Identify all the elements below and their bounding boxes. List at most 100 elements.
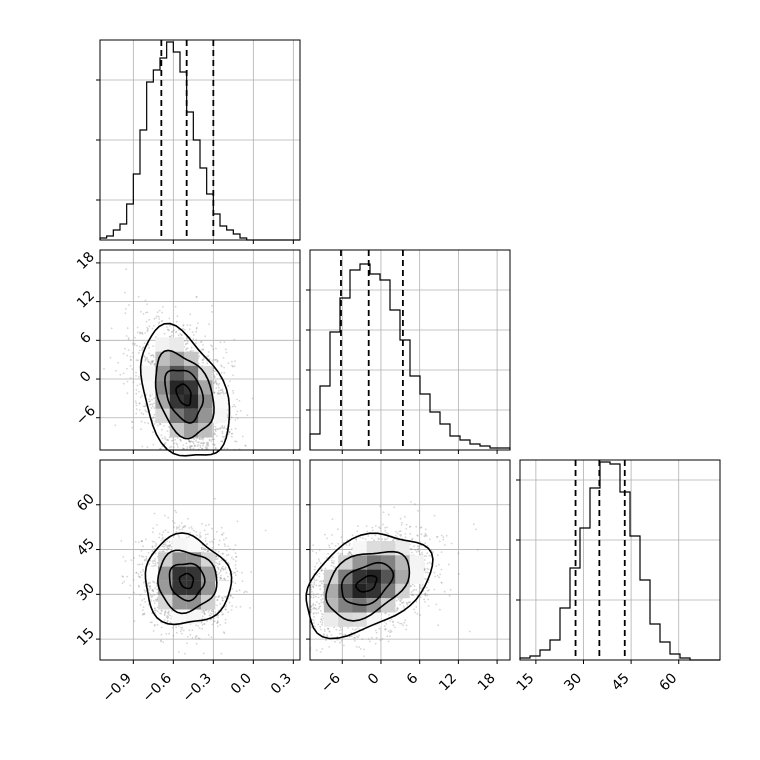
scatter-point (123, 580, 126, 583)
scatter-point (186, 347, 189, 350)
scatter-point (405, 523, 408, 526)
scatter-point (142, 313, 145, 315)
scatter-point (402, 624, 405, 627)
scatter-point (153, 363, 155, 365)
scatter-point (136, 331, 139, 334)
scatter-point (443, 590, 446, 593)
scatter-point (178, 536, 181, 539)
scatter-point (222, 552, 225, 555)
scatter-point (166, 616, 168, 618)
scatter-point (173, 522, 176, 524)
scatter-point (383, 625, 386, 627)
scatter-point (158, 536, 161, 539)
scatter-point (241, 435, 244, 438)
scatter-point (151, 398, 153, 401)
scatter-point (222, 567, 225, 570)
scatter-point (146, 356, 148, 359)
scatter-point (202, 438, 204, 441)
scatter-point (189, 444, 192, 447)
scatter-point (220, 440, 223, 443)
scatter-point (144, 409, 147, 411)
scatter-point (138, 563, 141, 566)
scatter-point (230, 435, 233, 438)
scatter-point (207, 441, 209, 444)
scatter-point (135, 408, 138, 410)
scatter-point (188, 629, 191, 632)
histogram-step-p3 (519, 461, 720, 661)
scatter-point (154, 562, 157, 565)
scatter-point (179, 626, 182, 629)
scatter-point (173, 442, 176, 445)
scatter-point (152, 354, 155, 357)
scatter-point (131, 368, 134, 370)
scatter-point (212, 438, 214, 441)
scatter-point (143, 598, 146, 600)
scatter-point (222, 357, 225, 359)
scatter-point (192, 334, 195, 336)
scatter-point (223, 392, 225, 395)
scatter-point (230, 416, 233, 419)
scatter-point (142, 413, 145, 416)
scatter-point (170, 545, 173, 548)
scatter-point (230, 595, 232, 598)
scatter-point (195, 330, 198, 333)
scatter-point (219, 577, 222, 580)
scatter-point (157, 322, 160, 325)
scatter-point (426, 571, 429, 574)
scatter-point (148, 318, 151, 321)
density-cell (155, 408, 170, 424)
scatter-point (146, 326, 148, 329)
scatter-point (179, 438, 182, 441)
scatter-point (195, 439, 197, 442)
scatter-point (177, 535, 180, 537)
scatter-point (411, 537, 414, 540)
scatter-point (142, 405, 145, 408)
scatter-point (222, 569, 225, 571)
scatter-point (167, 547, 170, 550)
scatter-point (141, 349, 144, 352)
scatter-point (163, 545, 165, 548)
scatter-point (166, 438, 168, 441)
scatter-point (196, 534, 198, 537)
scatter-point (220, 533, 223, 536)
scatter-point (186, 642, 188, 645)
scatter-point (122, 576, 124, 578)
scatter-point (221, 426, 224, 429)
scatter-point (227, 362, 230, 365)
scatter-point (458, 573, 460, 575)
scatter-point (147, 360, 150, 363)
scatter-point (239, 409, 242, 412)
scatter-point (144, 421, 146, 424)
scatter-point (143, 581, 145, 584)
scatter-point (231, 405, 234, 408)
scatter-point (196, 445, 199, 447)
scatter-point (192, 338, 195, 340)
scatter-point (221, 432, 224, 435)
scatter-point (211, 527, 214, 530)
scatter-point (201, 447, 204, 450)
scatter-point (183, 524, 186, 527)
scatter-point (186, 342, 189, 345)
scatter-point (145, 559, 148, 561)
scatter-point (201, 617, 204, 620)
scatter-point (134, 336, 136, 339)
scatter-point (154, 560, 157, 562)
scatter-point (144, 404, 147, 407)
scatter-point (133, 344, 136, 346)
scatter-point (228, 601, 231, 604)
scatter-point (120, 540, 123, 542)
scatter-point (231, 605, 234, 607)
scatter-point (137, 541, 140, 543)
scatter-point (171, 331, 173, 333)
scatter-point (200, 535, 202, 537)
scatter-point (153, 423, 156, 425)
scatter-point (126, 327, 129, 330)
scatter-point (122, 372, 125, 375)
scatter-point (390, 630, 393, 633)
scatter-point (186, 446, 189, 448)
scatter-point (218, 386, 220, 389)
scatter-point (124, 560, 127, 562)
scatter-point (216, 620, 219, 622)
scatter-point (232, 392, 235, 394)
density-cell (186, 580, 201, 596)
